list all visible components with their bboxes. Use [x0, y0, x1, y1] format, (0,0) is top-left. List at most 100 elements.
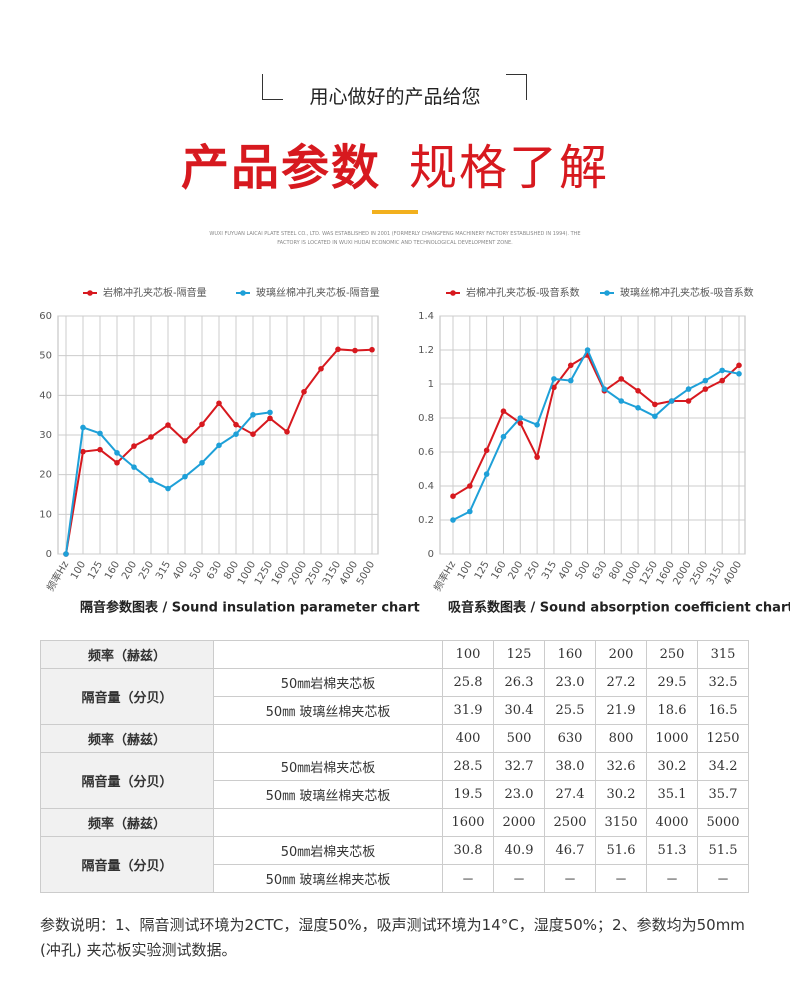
data-point — [165, 422, 171, 428]
legend-label: 玻璃丝棉冲孔夹芯板-吸音系数 — [620, 286, 754, 299]
data-point — [450, 493, 456, 499]
blank-cell — [213, 808, 443, 837]
value-cell: 31.9 — [442, 696, 494, 725]
y-tick-label: 40 — [39, 390, 52, 401]
data-point — [199, 459, 205, 466]
x-tick-label: 5000 — [355, 560, 377, 588]
x-tick-label: 频率Hz — [44, 559, 72, 594]
data-point — [182, 473, 188, 480]
data-point — [517, 420, 524, 426]
data-point — [63, 551, 69, 557]
value-cell: － — [442, 864, 494, 893]
freq-cell: 160 — [544, 640, 596, 669]
value-cell: 27.4 — [544, 780, 596, 809]
x-tick-label: 160 — [490, 560, 509, 582]
x-tick-label: 4000 — [722, 560, 744, 588]
freq-cell: 500 — [493, 724, 545, 753]
data-point — [567, 377, 574, 384]
value-cell: 51.6 — [595, 836, 647, 865]
data-point — [97, 446, 103, 453]
data-point — [567, 362, 574, 369]
y-tick-label: 0.8 — [418, 413, 434, 424]
data-point — [352, 347, 358, 354]
data-point — [719, 377, 725, 384]
data-point — [584, 347, 591, 353]
freq-cell: 200 — [595, 640, 647, 669]
title-sub: 规格了解 — [409, 140, 610, 196]
x-tick-label: 125 — [86, 560, 105, 582]
data-point — [80, 448, 86, 455]
freq-cell: 800 — [595, 724, 647, 753]
spec-table: 频率（赫兹） 100 125 160 200 250 315 隔音量（分贝） 50㎜岩棉夹芯板 2… — [40, 640, 749, 893]
series-line — [452, 347, 740, 521]
y-tick-label: 30 — [39, 430, 52, 441]
value-cell: － — [493, 864, 545, 893]
y-tick-label: 20 — [39, 470, 52, 481]
blank-cell — [213, 640, 443, 669]
data-point — [618, 376, 625, 382]
series-line — [452, 353, 740, 498]
freq-label: 频率（赫兹） — [40, 808, 214, 837]
y-tick-label: 0 — [46, 549, 52, 560]
x-tick-label: 200 — [120, 560, 139, 582]
value-cell: 29.5 — [646, 668, 698, 697]
y-tick-label: 60 — [39, 311, 52, 322]
y-tick-label: 50 — [39, 351, 52, 362]
material-name: 50㎜岩棉夹芯板 — [213, 836, 443, 865]
data-point — [233, 431, 239, 438]
data-point — [114, 450, 120, 456]
freq-cell: 1000 — [646, 724, 698, 753]
value-cell: 18.6 — [646, 696, 698, 725]
data-point — [685, 386, 692, 392]
data-point — [450, 517, 456, 523]
freq-cell: 2500 — [544, 808, 596, 837]
row-label: 隔音量（分贝） — [40, 836, 214, 893]
freq-cell: 3150 — [595, 808, 647, 837]
data-point — [267, 409, 273, 416]
value-cell: 46.7 — [544, 836, 596, 865]
data-point — [233, 421, 239, 428]
data-point — [702, 377, 709, 384]
data-point — [267, 415, 273, 422]
freq-cell: 5000 — [697, 808, 749, 837]
y-tick-label: 0 — [428, 549, 434, 560]
value-cell: 38.0 — [544, 752, 596, 781]
tagline: 用心做好的产品给您 — [309, 86, 481, 108]
legend-label: 岩棉冲孔夹芯板-吸音系数 — [466, 286, 580, 299]
freq-cell: 1600 — [442, 808, 494, 837]
y-tick-label: 0.4 — [418, 481, 434, 492]
data-point — [165, 485, 171, 492]
data-point — [467, 508, 473, 515]
value-cell: 25.8 — [442, 668, 494, 697]
legend-dot — [450, 290, 456, 296]
data-point — [369, 346, 375, 353]
data-point — [652, 401, 658, 408]
x-tick-label: 100 — [69, 560, 88, 582]
value-cell: 32.7 — [493, 752, 545, 781]
value-cell: 32.5 — [697, 668, 749, 697]
freq-cell: 315 — [697, 640, 749, 669]
data-row: 50㎜ 玻璃丝棉夹芯板－－－－－－ — [41, 864, 749, 893]
legend-dot — [604, 290, 610, 296]
data-point — [635, 388, 641, 394]
value-cell: 51.5 — [697, 836, 749, 865]
value-cell: 19.5 — [442, 780, 494, 809]
page-title: 产品参数 规格了解 — [0, 128, 790, 198]
freq-row: 频率（赫兹） 100 125 160 200 250 315 — [40, 640, 749, 669]
material-name: 50㎜ 玻璃丝棉夹芯板 — [213, 696, 443, 725]
x-tick-label: 400 — [557, 560, 576, 582]
chart-title: 吸音系数图表 / Sound absorption coefficient ch… — [448, 600, 790, 616]
legend-dot — [240, 290, 246, 296]
data-point — [551, 376, 557, 382]
x-tick-label: 500 — [574, 560, 593, 582]
material-name: 50㎜ 玻璃丝棉夹芯板 — [213, 780, 443, 809]
x-tick-label: 250 — [523, 560, 542, 582]
value-cell: 30.8 — [442, 836, 494, 865]
freq-row: 频率（赫兹） 400 500 630 800 1000 1250 — [40, 724, 749, 753]
chart-title: 隔音参数图表 / Sound insulation parameter char… — [80, 600, 420, 616]
accent-bar — [372, 210, 418, 214]
data-point — [250, 431, 256, 438]
data-point — [500, 408, 507, 414]
data-point — [131, 464, 137, 470]
